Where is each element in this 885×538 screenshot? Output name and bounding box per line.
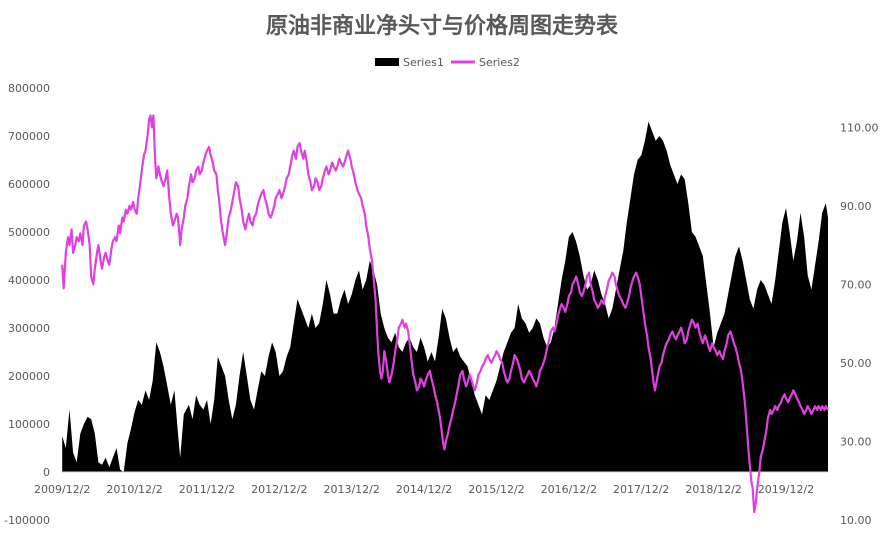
x-tick-label: 2019/12/2 [758,483,814,496]
y-tick-label: 600000 [8,178,50,191]
legend: Series1 Series2 [375,56,520,69]
y-tick-label: 100000 [8,418,50,431]
x-tick-label: 2016/12/2 [541,483,597,496]
y-tick-label: 400000 [8,274,50,287]
x-tick-label: 2018/12/2 [685,483,741,496]
x-tick-label: 2014/12/2 [396,483,452,496]
legend-label-series1: Series1 [403,56,444,69]
legend-swatch-series1 [375,58,399,66]
y-tick-label: 0 [43,466,50,479]
y-tick-label: 700000 [8,130,50,143]
x-tick-label: 2013/12/2 [323,483,379,496]
y-tick-label: 200000 [8,370,50,383]
legend-label-series2: Series2 [479,56,520,69]
x-axis: 2009/12/2 2010/12/2 2011/12/2 2012/12/2 2013… [34,483,814,496]
y-axis-right: 10.00 30.00 50.00 70.00 90.00 110.00 [840,121,879,527]
y-tick-label: -100000 [4,514,50,527]
x-tick-label: 2015/12/2 [468,483,524,496]
y-tick-label: 300000 [8,322,50,335]
y-tick-label: 800000 [8,82,50,95]
x-tick-label: 2011/12/2 [179,483,235,496]
y2-tick-label: 50.00 [840,357,872,370]
x-tick-label: 2009/12/2 [34,483,90,496]
y2-tick-label: 10.00 [840,514,872,527]
x-tick-label: 2010/12/2 [106,483,162,496]
chart-title: 原油非商业净头寸与价格周图走势表 [266,13,619,39]
y2-tick-label: 90.00 [840,200,872,213]
y-axis-left: -100000 0 100000 200000 300000 400000 500000 60… [4,82,50,527]
x-tick-label: 2017/12/2 [613,483,669,496]
y2-tick-label: 110.00 [840,121,879,134]
plot-area [61,114,829,514]
x-tick-label: 2012/12/2 [251,483,307,496]
y2-tick-label: 70.00 [840,278,872,291]
y-tick-label: 500000 [8,226,50,239]
series2-line [61,114,829,514]
y2-tick-label: 30.00 [840,435,872,448]
series1-area [62,121,828,472]
